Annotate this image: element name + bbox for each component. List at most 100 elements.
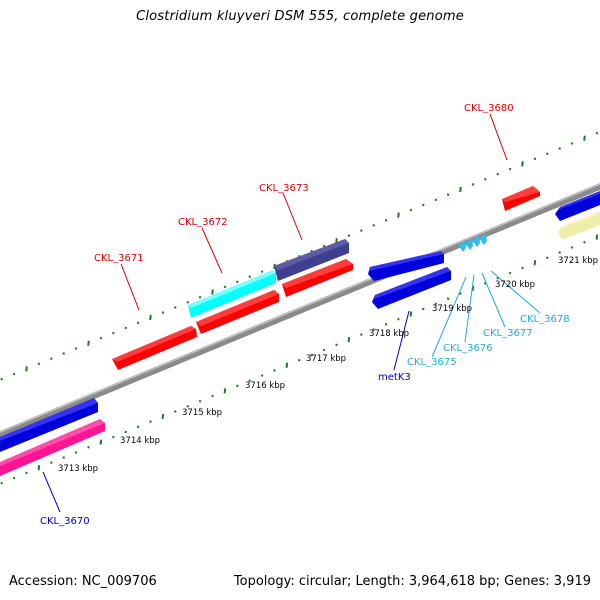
gene-right-blue-fwd[interactable] — [555, 191, 600, 221]
minor-tick — [558, 251, 561, 254]
minor-tick — [546, 152, 549, 155]
minor-tick — [186, 301, 189, 304]
kbp-label-3718: 3718 kbp — [369, 329, 409, 339]
label-ckl-3673: CKL_3673 — [259, 183, 309, 194]
kbp-label-3713: 3713 kbp — [58, 464, 98, 474]
major-tick — [87, 340, 90, 346]
minor-tick — [112, 331, 115, 335]
kbp-label-3717: 3717 kbp — [306, 354, 346, 364]
minor-tick — [384, 323, 388, 326]
minor-tick — [434, 198, 437, 202]
gene-ckl-3680[interactable] — [502, 186, 540, 211]
major-tick — [533, 260, 537, 266]
major-tick — [149, 315, 152, 321]
minor-tick — [161, 311, 165, 314]
kbp-label-3719: 3719 kbp — [432, 304, 472, 314]
minor-tick — [397, 317, 400, 321]
trna-cluster[interactable] — [458, 234, 487, 252]
minor-tick — [310, 249, 313, 253]
minor-tick — [236, 384, 239, 388]
gene-ckl-3671-b[interactable] — [196, 290, 279, 334]
major-tick — [471, 285, 475, 292]
minor-tick — [434, 302, 437, 306]
gene-ckl-3671[interactable] — [112, 326, 197, 370]
gene-left-pink[interactable] — [0, 419, 105, 476]
minor-tick — [260, 270, 264, 273]
minor-tick — [174, 410, 177, 413]
minor-tick — [50, 357, 53, 360]
major-tick — [285, 362, 289, 368]
minor-tick — [37, 362, 41, 366]
label-ckl-3675: CKL_3675 — [407, 357, 457, 368]
label-leaders — [42, 113, 541, 513]
major-tick — [459, 186, 462, 193]
minor-tick — [508, 167, 512, 171]
minor-tick — [25, 471, 28, 475]
minor-tick — [248, 379, 251, 382]
minor-tick — [236, 280, 239, 284]
minor-tick — [298, 358, 301, 362]
gene-ckl-3670[interactable] — [0, 398, 98, 452]
minor-tick — [223, 285, 227, 289]
minor-tick — [273, 369, 276, 372]
gene-metk3[interactable] — [372, 267, 451, 309]
minor-tick — [422, 307, 425, 311]
minor-tick — [322, 244, 326, 248]
label-metk3: metK3 — [378, 372, 411, 383]
major-tick — [211, 289, 214, 295]
minor-tick — [347, 234, 351, 237]
kbp-label-3720: 3720 kbp — [495, 280, 535, 290]
label-ckl-3678: CKL_3678 — [520, 314, 570, 325]
label-ckl-3671: CKL_3671 — [94, 253, 144, 264]
minor-tick — [174, 306, 177, 309]
minor-tick — [360, 333, 363, 336]
kbp-label-3714: 3714 kbp — [120, 436, 160, 446]
gene-ckl-3674[interactable] — [282, 259, 353, 297]
gene-right-khaki[interactable] — [558, 211, 600, 240]
minor-tick — [74, 451, 78, 454]
minor-tick — [50, 461, 53, 464]
kbp-label-3716: 3716 kbp — [245, 381, 285, 391]
minor-tick — [459, 292, 462, 295]
label-ckl-3676: CKL_3676 — [443, 343, 493, 354]
minor-tick — [12, 372, 16, 376]
gene-ckl-3673[interactable] — [274, 239, 349, 281]
major-tick — [99, 439, 103, 445]
minor-tick — [0, 377, 3, 381]
label-ckl-3680: CKL_3680 — [464, 103, 514, 114]
minor-tick — [570, 142, 574, 145]
minor-tick — [508, 271, 512, 275]
label-ckl-3677: CKL_3677 — [483, 328, 533, 339]
minor-tick — [12, 476, 16, 480]
major-tick — [583, 135, 586, 141]
minor-tick — [186, 405, 189, 408]
minor-tick — [260, 374, 264, 377]
minor-tick — [149, 420, 152, 423]
map-title: Clostridium kluyveri DSM 555, complete g… — [136, 9, 464, 24]
accession-text: Accession: NC_009706 — [9, 574, 157, 589]
minor-tick — [360, 229, 363, 232]
label-ckl-3670: CKL_3670 — [40, 516, 90, 527]
major-tick — [37, 465, 41, 471]
minor-tick — [384, 219, 388, 222]
gene-ckl-3672[interactable] — [188, 270, 276, 318]
minor-tick — [136, 425, 140, 429]
minor-tick — [496, 172, 499, 176]
minor-tick — [570, 246, 574, 249]
minor-tick — [211, 394, 214, 398]
minor-tick — [446, 297, 450, 300]
minor-tick — [533, 157, 537, 161]
minor-tick — [124, 430, 127, 434]
minor-tick — [74, 347, 78, 350]
major-tick — [397, 212, 400, 218]
minor-tick — [248, 275, 251, 278]
minor-tick — [198, 399, 202, 403]
genome-stats-text: Topology: circular; Length: 3,964,618 bp… — [233, 574, 591, 589]
minor-tick — [372, 224, 375, 227]
minor-tick — [422, 203, 425, 207]
minor-tick — [136, 321, 140, 325]
minor-tick — [521, 266, 524, 270]
gene-metk3-a[interactable] — [368, 251, 444, 281]
minor-tick — [558, 147, 561, 150]
